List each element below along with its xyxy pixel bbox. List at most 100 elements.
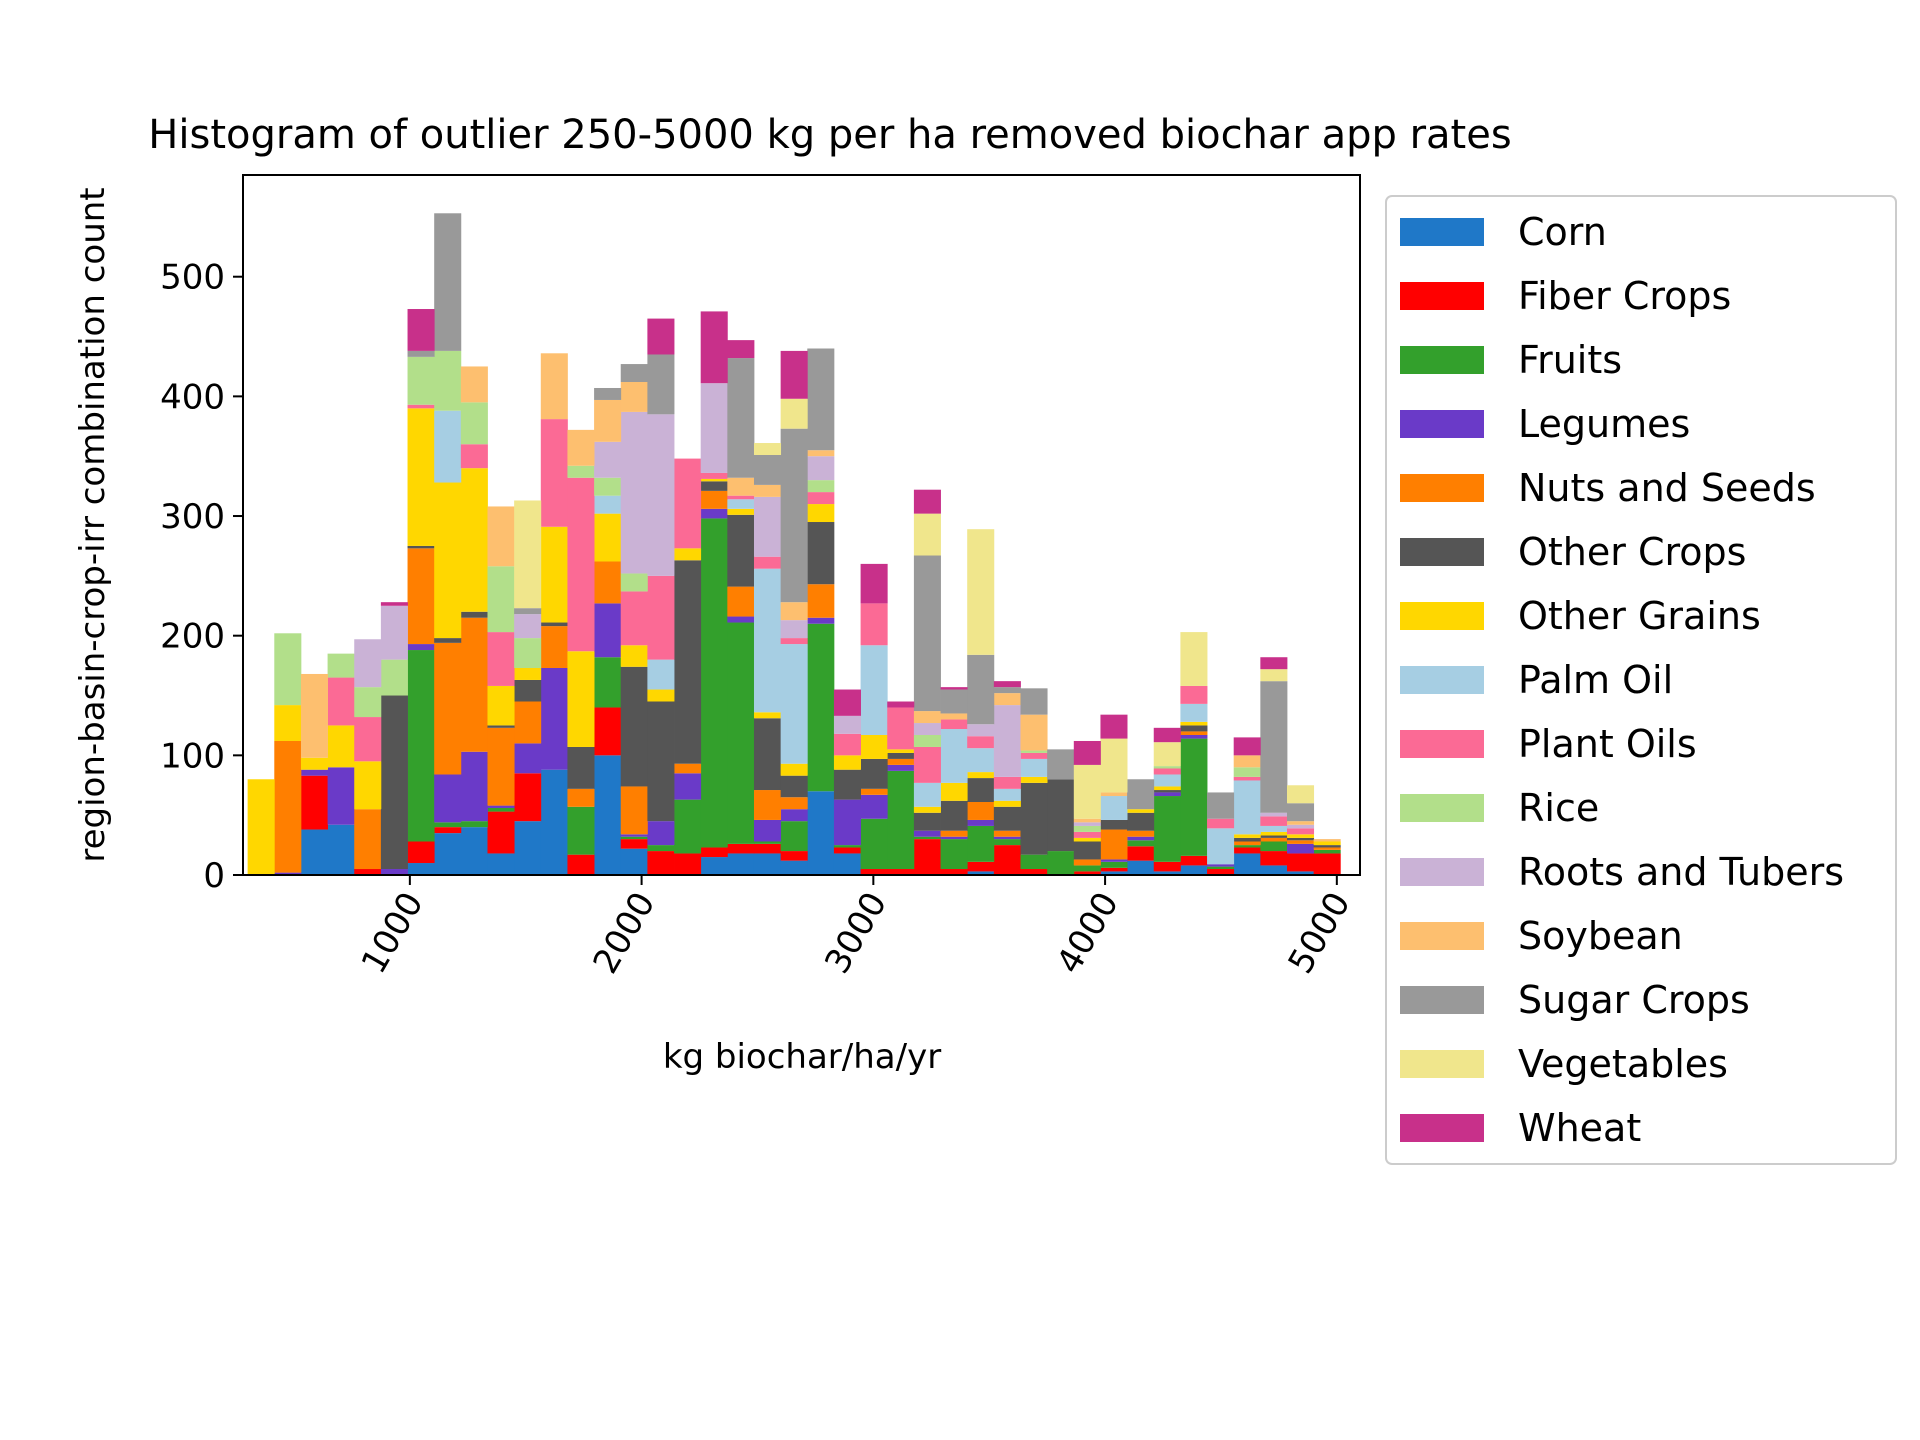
bar-sugar-crops-bin-6 [407,350,435,357]
bar-other-grains-bin-40 [1313,841,1341,846]
bar-rice-bin-14 [620,573,648,592]
bar-roots-and-tubers-bin-4 [354,639,382,688]
bar-other-crops-bin-16 [674,560,702,764]
bar-nuts-and-seeds-bin-8 [460,617,488,752]
bar-roots-and-tubers-bin-39 [1287,824,1315,829]
bar-palm-oil-bin-34 [1153,774,1181,787]
bar-legumes-bin-3 [327,767,355,825]
bar-fruits-bin-29 [1020,854,1048,870]
bar-other-crops-bin-40 [1313,845,1341,848]
bar-soybean-bin-2 [300,673,328,758]
bar-corn-bin-3 [327,824,355,875]
bar-soybean-bin-13 [594,399,622,442]
legend-swatch-corn [1400,218,1484,246]
bar-fiber-crops-bin-39 [1287,853,1315,872]
bar-palm-oil-bin-26 [940,729,968,783]
bar-plant-oils-bin-16 [674,458,702,549]
bar-soybean-bin-25 [913,711,941,724]
bar-fruits-bin-26 [940,839,968,870]
bar-roots-and-tubers-bin-15 [647,414,675,576]
bar-plant-oils-bin-9 [487,632,515,686]
bar-soybean-bin-26 [940,713,968,720]
bar-fruits-bin-27 [967,825,995,862]
bar-other-crops-bin-24 [887,752,915,759]
bar-plant-oils-bin-37 [1233,776,1261,781]
bar-rice-bin-37 [1233,767,1261,777]
bar-fruits-bin-24 [887,770,915,870]
bar-plant-oils-bin-18 [727,495,755,500]
y-tick-label: 200 [160,617,225,657]
bar-palm-oil-bin-20 [780,644,808,764]
bar-fiber-crops-bin-14 [620,839,648,849]
bar-plant-oils-bin-3 [327,677,355,726]
bar-fiber-crops-bin-18 [727,843,755,854]
legend-swatch-wheat [1400,1114,1484,1142]
bar-other-crops-bin-21 [807,522,835,585]
bar-nuts-and-seeds-bin-27 [967,802,995,820]
bar-sugar-crops-bin-30 [1047,749,1075,780]
bar-fiber-crops-bin-38 [1260,851,1288,866]
bar-plant-oils-bin-21 [807,492,835,505]
bar-sugar-crops-bin-28 [993,687,1021,694]
bar-legumes-bin-5 [380,869,408,875]
bar-other-crops-bin-38 [1260,835,1288,838]
bar-rice-bin-31 [1073,825,1101,832]
bar-fruits-bin-28 [993,839,1021,846]
bar-plant-oils-bin-39 [1287,828,1315,835]
bar-other-crops-bin-26 [940,800,968,831]
bar-other-grains-bin-26 [940,782,968,801]
bar-palm-oil-bin-35 [1180,703,1208,722]
y-tick-label: 300 [160,497,225,537]
bar-other-crops-bin-9 [487,725,515,728]
bar-wheat-bin-24 [887,701,915,708]
bar-legumes-bin-21 [807,617,835,624]
bar-plant-oils-bin-26 [940,719,968,730]
legend-swatch-other-grains [1400,602,1484,630]
bar-palm-oil-bin-38 [1260,825,1288,832]
bar-legumes-bin-23 [860,794,888,819]
legend-label: Fiber Crops [1518,274,1731,318]
legend-label: Corn [1518,210,1607,254]
bar-fruits-bin-16 [674,799,702,854]
bar-wheat-bin-22 [833,689,861,716]
bar-legumes-bin-24 [887,764,915,771]
bar-other-crops-bin-34 [1153,790,1181,793]
y-tick-label: 400 [160,377,225,417]
bar-roots-and-tubers-bin-19 [753,496,782,557]
bar-sugar-crops-bin-25 [913,555,941,712]
bar-legumes-bin-13 [594,603,622,658]
bar-soybean-bin-31 [1073,818,1101,823]
bar-other-crops-bin-33 [1127,812,1155,831]
bar-fruits-bin-33 [1127,840,1155,847]
bar-other-grains-bin-8 [460,468,488,612]
bar-rice-bin-10 [514,638,542,668]
bar-nuts-and-seeds-bin-10 [514,701,542,744]
bar-fruits-bin-32 [1100,861,1128,868]
legend-swatch-nuts-and-seeds [1400,474,1484,502]
bar-legumes-bin-7 [434,774,462,823]
bar-fiber-crops-bin-20 [780,851,808,861]
legend-box [1385,195,1897,1165]
bar-rice-bin-21 [807,480,835,493]
legend-label: Vegetables [1518,1042,1728,1086]
bar-other-grains-bin-14 [620,645,648,667]
bar-legumes-bin-26 [940,836,968,840]
bar-fruits-bin-38 [1260,841,1288,852]
bar-other-crops-bin-28 [993,806,1021,831]
legend-label: Roots and Tubers [1518,850,1844,894]
bar-fruits-bin-22 [833,845,861,848]
bar-wheat-bin-18 [727,340,755,359]
bar-nuts-and-seeds-bin-13 [594,561,622,604]
bar-other-crops-bin-31 [1073,841,1101,860]
bar-other-crops-bin-14 [620,666,648,787]
bar-other-crops-bin-39 [1287,837,1315,841]
bar-plant-oils-bin-25 [913,746,941,783]
bar-legumes-bin-18 [727,616,755,623]
bar-roots-and-tubers-bin-28 [993,705,1021,777]
bar-wheat-bin-5 [380,602,408,606]
bar-legumes-bin-9 [487,805,515,808]
bar-other-grains-bin-12 [567,651,595,747]
y-axis-ticks: 0 100 200 300 400 500 [160,258,243,896]
bar-legumes-bin-39 [1287,843,1315,854]
bar-fiber-crops-bin-31 [1073,871,1101,875]
